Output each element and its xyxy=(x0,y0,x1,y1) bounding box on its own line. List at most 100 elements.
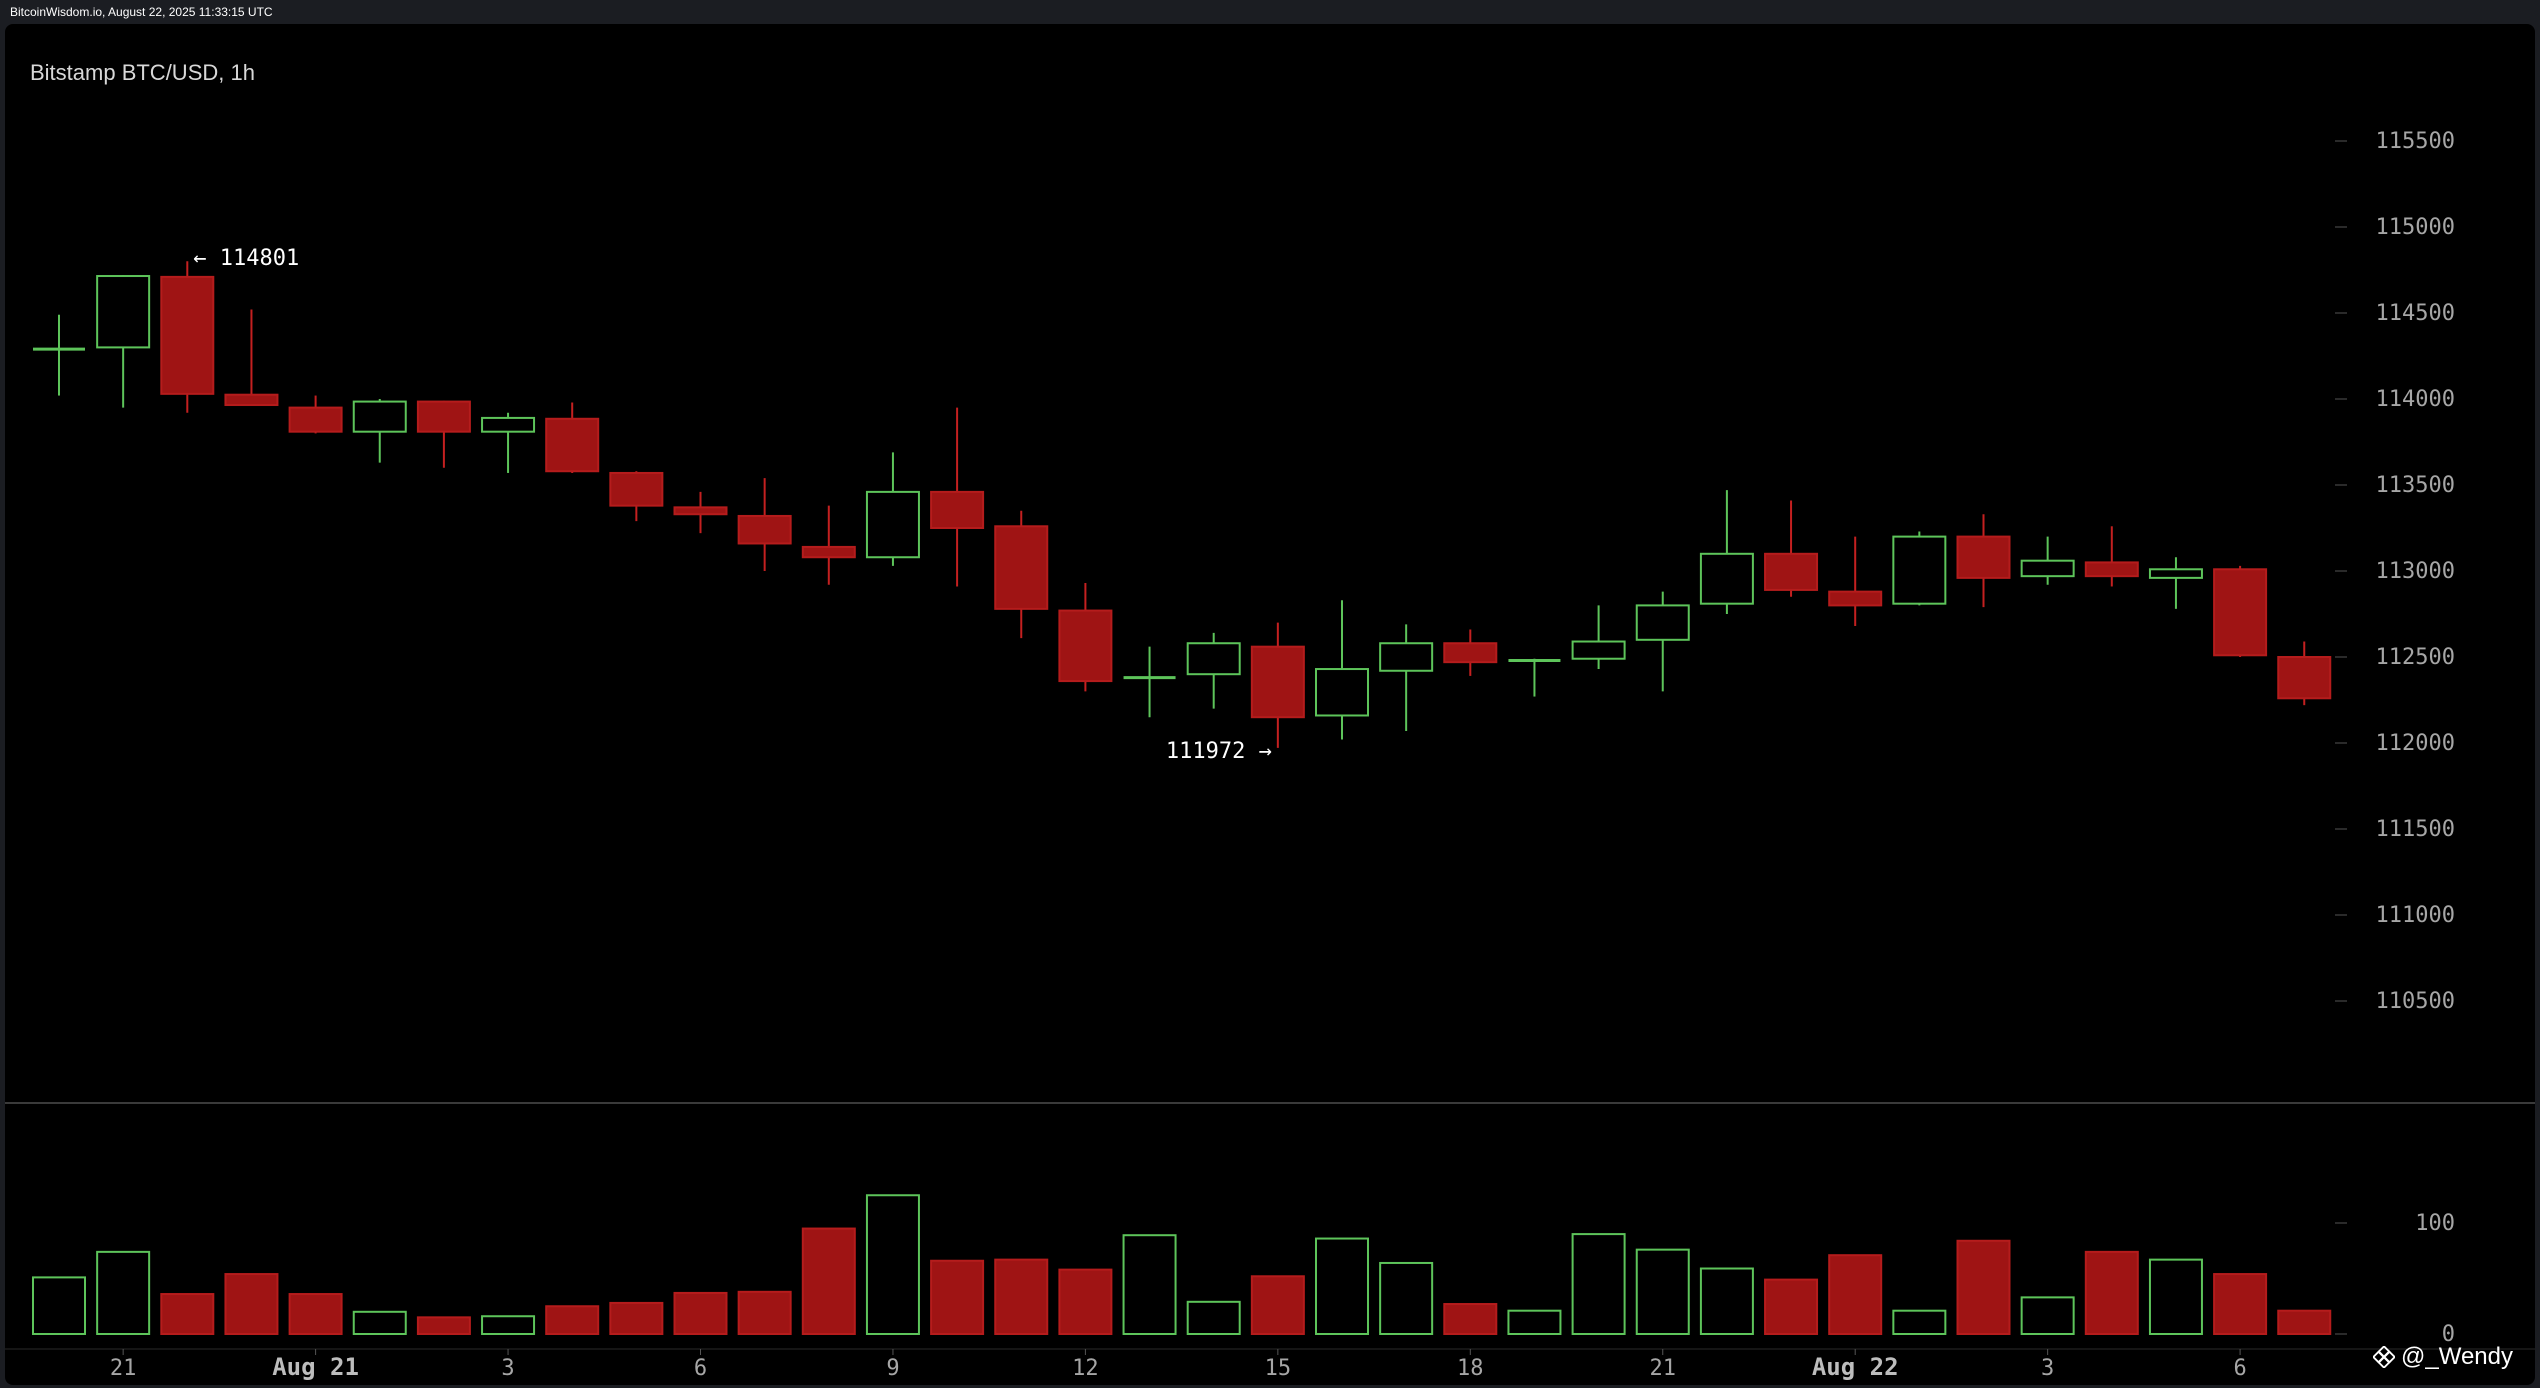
volume-bar-down xyxy=(737,1290,792,1335)
volume-bar-up xyxy=(1122,1234,1177,1335)
candle-down xyxy=(224,309,279,407)
volume-bar-up xyxy=(865,1194,920,1335)
candle-body xyxy=(1058,609,1113,683)
volume-bar-up xyxy=(32,1276,86,1336)
volume-tick-label: 100 xyxy=(2415,1211,2455,1236)
volume-tick-label: 0 xyxy=(2442,1322,2455,1347)
candle-down xyxy=(673,491,728,534)
candle-body xyxy=(1571,640,1626,660)
candle-down xyxy=(737,478,792,571)
time-tick-label: 21 xyxy=(1650,1356,1677,1381)
candle-body xyxy=(737,514,792,545)
low-price-annotation: 111972 → xyxy=(1166,739,1272,764)
chart-title: Bitstamp BTC/USD, 1h xyxy=(30,60,255,85)
candle-up xyxy=(96,275,151,408)
candle-body xyxy=(2277,656,2332,700)
candle-down xyxy=(545,402,600,473)
source-timestamp: BitcoinWisdom.io, August 22, 2025 11:33:… xyxy=(10,5,273,19)
candle-down xyxy=(994,510,1049,639)
price-tick-label: 114500 xyxy=(2376,301,2455,326)
candle-up xyxy=(352,399,407,463)
volume-bar-up xyxy=(2020,1296,2075,1335)
volume-bar-down xyxy=(673,1291,728,1336)
candle-body xyxy=(1250,645,1305,719)
volume-bar-down xyxy=(994,1258,1049,1336)
volume-bar-down xyxy=(2084,1250,2139,1335)
candle-body xyxy=(1315,668,1369,717)
price-tick-label: 114000 xyxy=(2376,387,2455,412)
candle-body xyxy=(224,393,279,407)
candle-body xyxy=(160,275,215,395)
candle-down xyxy=(1058,583,1113,692)
time-tick-label: Aug 22 xyxy=(1812,1353,1899,1381)
candle-down xyxy=(2277,641,2332,706)
candle-down xyxy=(609,471,664,522)
volume-bar-up xyxy=(1315,1237,1369,1336)
price-tick-label: 113000 xyxy=(2376,559,2455,584)
volume-bar-down xyxy=(1828,1254,1883,1335)
candle-body xyxy=(352,400,407,433)
volume-bar-down xyxy=(1443,1303,1498,1336)
volume-bar-up xyxy=(1379,1261,1434,1335)
candle-down xyxy=(416,400,471,468)
candle-up xyxy=(1123,646,1176,718)
candle-body xyxy=(609,471,664,507)
candle-body xyxy=(416,400,471,433)
volume-bar-down xyxy=(416,1316,471,1335)
volume-bar-down xyxy=(288,1293,343,1336)
volume-bar-up xyxy=(1186,1300,1241,1336)
price-tick-label: 112500 xyxy=(2376,645,2455,670)
price-tick-label: 111500 xyxy=(2376,817,2455,842)
candle-body xyxy=(994,525,1049,610)
candle-up xyxy=(2148,557,2203,609)
top-bar: BitcoinWisdom.io, August 22, 2025 11:33:… xyxy=(0,0,2540,24)
volume-bar-up xyxy=(1571,1233,1626,1335)
volume-bar-down xyxy=(1250,1275,1305,1336)
candle-up xyxy=(1508,658,1561,697)
volume-bar-down xyxy=(2277,1309,2332,1335)
candle-body xyxy=(1699,552,1754,605)
binance-diamond-icon xyxy=(2373,1346,2396,1368)
candle-body xyxy=(1379,642,1434,672)
chart-panel: 110500 111000 111500 112000 112500 113000 1135… xyxy=(5,24,2535,1385)
candle-body xyxy=(673,506,728,516)
volume-bar-up xyxy=(481,1315,536,1335)
watermark: @_Wendy xyxy=(2373,1343,2513,1371)
candle-body xyxy=(288,406,343,433)
candle-down xyxy=(2084,526,2139,587)
volume-bar-down xyxy=(160,1293,215,1336)
time-tick-label: 18 xyxy=(1457,1356,1484,1381)
candle-body xyxy=(1186,642,1241,676)
volume-bar-up xyxy=(1699,1267,1754,1336)
time-tick-label: 3 xyxy=(2041,1356,2054,1381)
volume-bar-up xyxy=(1892,1309,1947,1335)
candle-body xyxy=(1892,535,1947,605)
candle-body xyxy=(1828,590,1883,607)
watermark-text: @_Wendy xyxy=(2401,1343,2513,1370)
volume-bar-up xyxy=(1635,1248,1690,1336)
candle-body xyxy=(545,417,600,473)
candle-down xyxy=(160,261,215,413)
candle-body xyxy=(2020,559,2075,578)
candle-up xyxy=(1379,624,1434,731)
time-tick-label: 6 xyxy=(2233,1356,2246,1381)
price-tick-label: 112000 xyxy=(2376,731,2455,756)
candle-down xyxy=(1828,536,1883,627)
candle-up xyxy=(2020,536,2075,585)
candle-down xyxy=(1764,500,1819,597)
candle-body xyxy=(1764,552,1819,591)
candle-down xyxy=(288,395,343,434)
candle-up xyxy=(481,412,536,473)
price-tick-label: 113500 xyxy=(2376,473,2455,498)
time-tick-label: 6 xyxy=(694,1356,707,1381)
time-tick-label: 12 xyxy=(1072,1356,1099,1381)
volume-bar-down xyxy=(224,1273,279,1336)
candlestick-chart[interactable]: 110500 111000 111500 112000 112500 113000 1135… xyxy=(5,24,2535,1385)
candle-up xyxy=(1186,632,1241,709)
candle-body xyxy=(801,545,856,559)
price-tick-label: 110500 xyxy=(2376,989,2455,1014)
candle-body xyxy=(1443,642,1498,664)
candle-down xyxy=(1443,629,1498,676)
candle-body xyxy=(930,490,985,530)
volume-bar-up xyxy=(352,1310,407,1336)
